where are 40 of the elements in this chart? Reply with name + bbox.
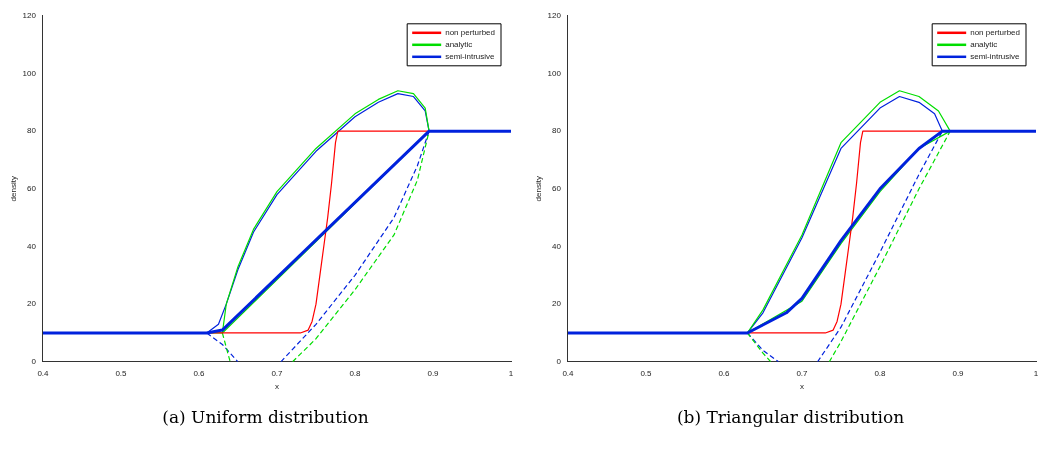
y-tick-label: 100 (22, 68, 37, 78)
y-tick-label: 60 (552, 184, 562, 193)
x-axis-title: x (799, 382, 804, 392)
y-tick-label: 120 (22, 11, 37, 20)
y-tick-label: 0 (556, 357, 562, 366)
x-axis-title: x (274, 382, 279, 392)
x-tick-label: 0.5 (115, 368, 128, 378)
y-tick-label: 40 (27, 241, 37, 251)
x-tick-label: 0.8 (349, 368, 362, 378)
x-tick-label: 0.7 (271, 368, 284, 378)
y-tick-label: 0 (31, 357, 37, 366)
legend-label: semi-intrusive (445, 52, 496, 61)
x-tick-label: 0.4 (562, 368, 575, 378)
x-tick-label: 0.6 (193, 368, 206, 378)
y-tick-label: 80 (552, 126, 562, 136)
x-tick-label: 0.9 (427, 368, 440, 378)
y-tick-label: 80 (27, 126, 37, 136)
y-tick-label: 20 (552, 299, 562, 309)
legend-label: analytic (970, 40, 998, 49)
x-tick-label: 0.5 (640, 368, 653, 378)
y-tick-label: 100 (547, 68, 562, 78)
text: (a) Uniform distribution (161, 407, 370, 427)
x-tick-label: 0.9 (952, 368, 965, 378)
y-tick-label: 40 (552, 241, 562, 251)
y-tick-label: 60 (27, 184, 37, 193)
x-tick-label: 0.4 (37, 368, 50, 378)
x-tick-label: 1 (508, 368, 514, 378)
x-tick-label: 0.8 (874, 368, 887, 378)
y-axis-title: density (9, 176, 18, 202)
x-tick-label: 0.7 (796, 368, 809, 378)
y-axis-title: density (534, 176, 543, 202)
y-tick-label: 120 (547, 11, 562, 20)
legend-label: non perturbed (970, 28, 1021, 37)
x-tick-label: 0.6 (718, 368, 731, 378)
legend-label: analytic (445, 40, 473, 49)
x-tick-label: 1 (1033, 368, 1039, 378)
legend-label: non perturbed (445, 28, 496, 37)
y-tick-label: 20 (27, 299, 37, 309)
legend-label: semi-intrusive (970, 52, 1021, 61)
text: (b) Triangular distribution (675, 407, 906, 427)
